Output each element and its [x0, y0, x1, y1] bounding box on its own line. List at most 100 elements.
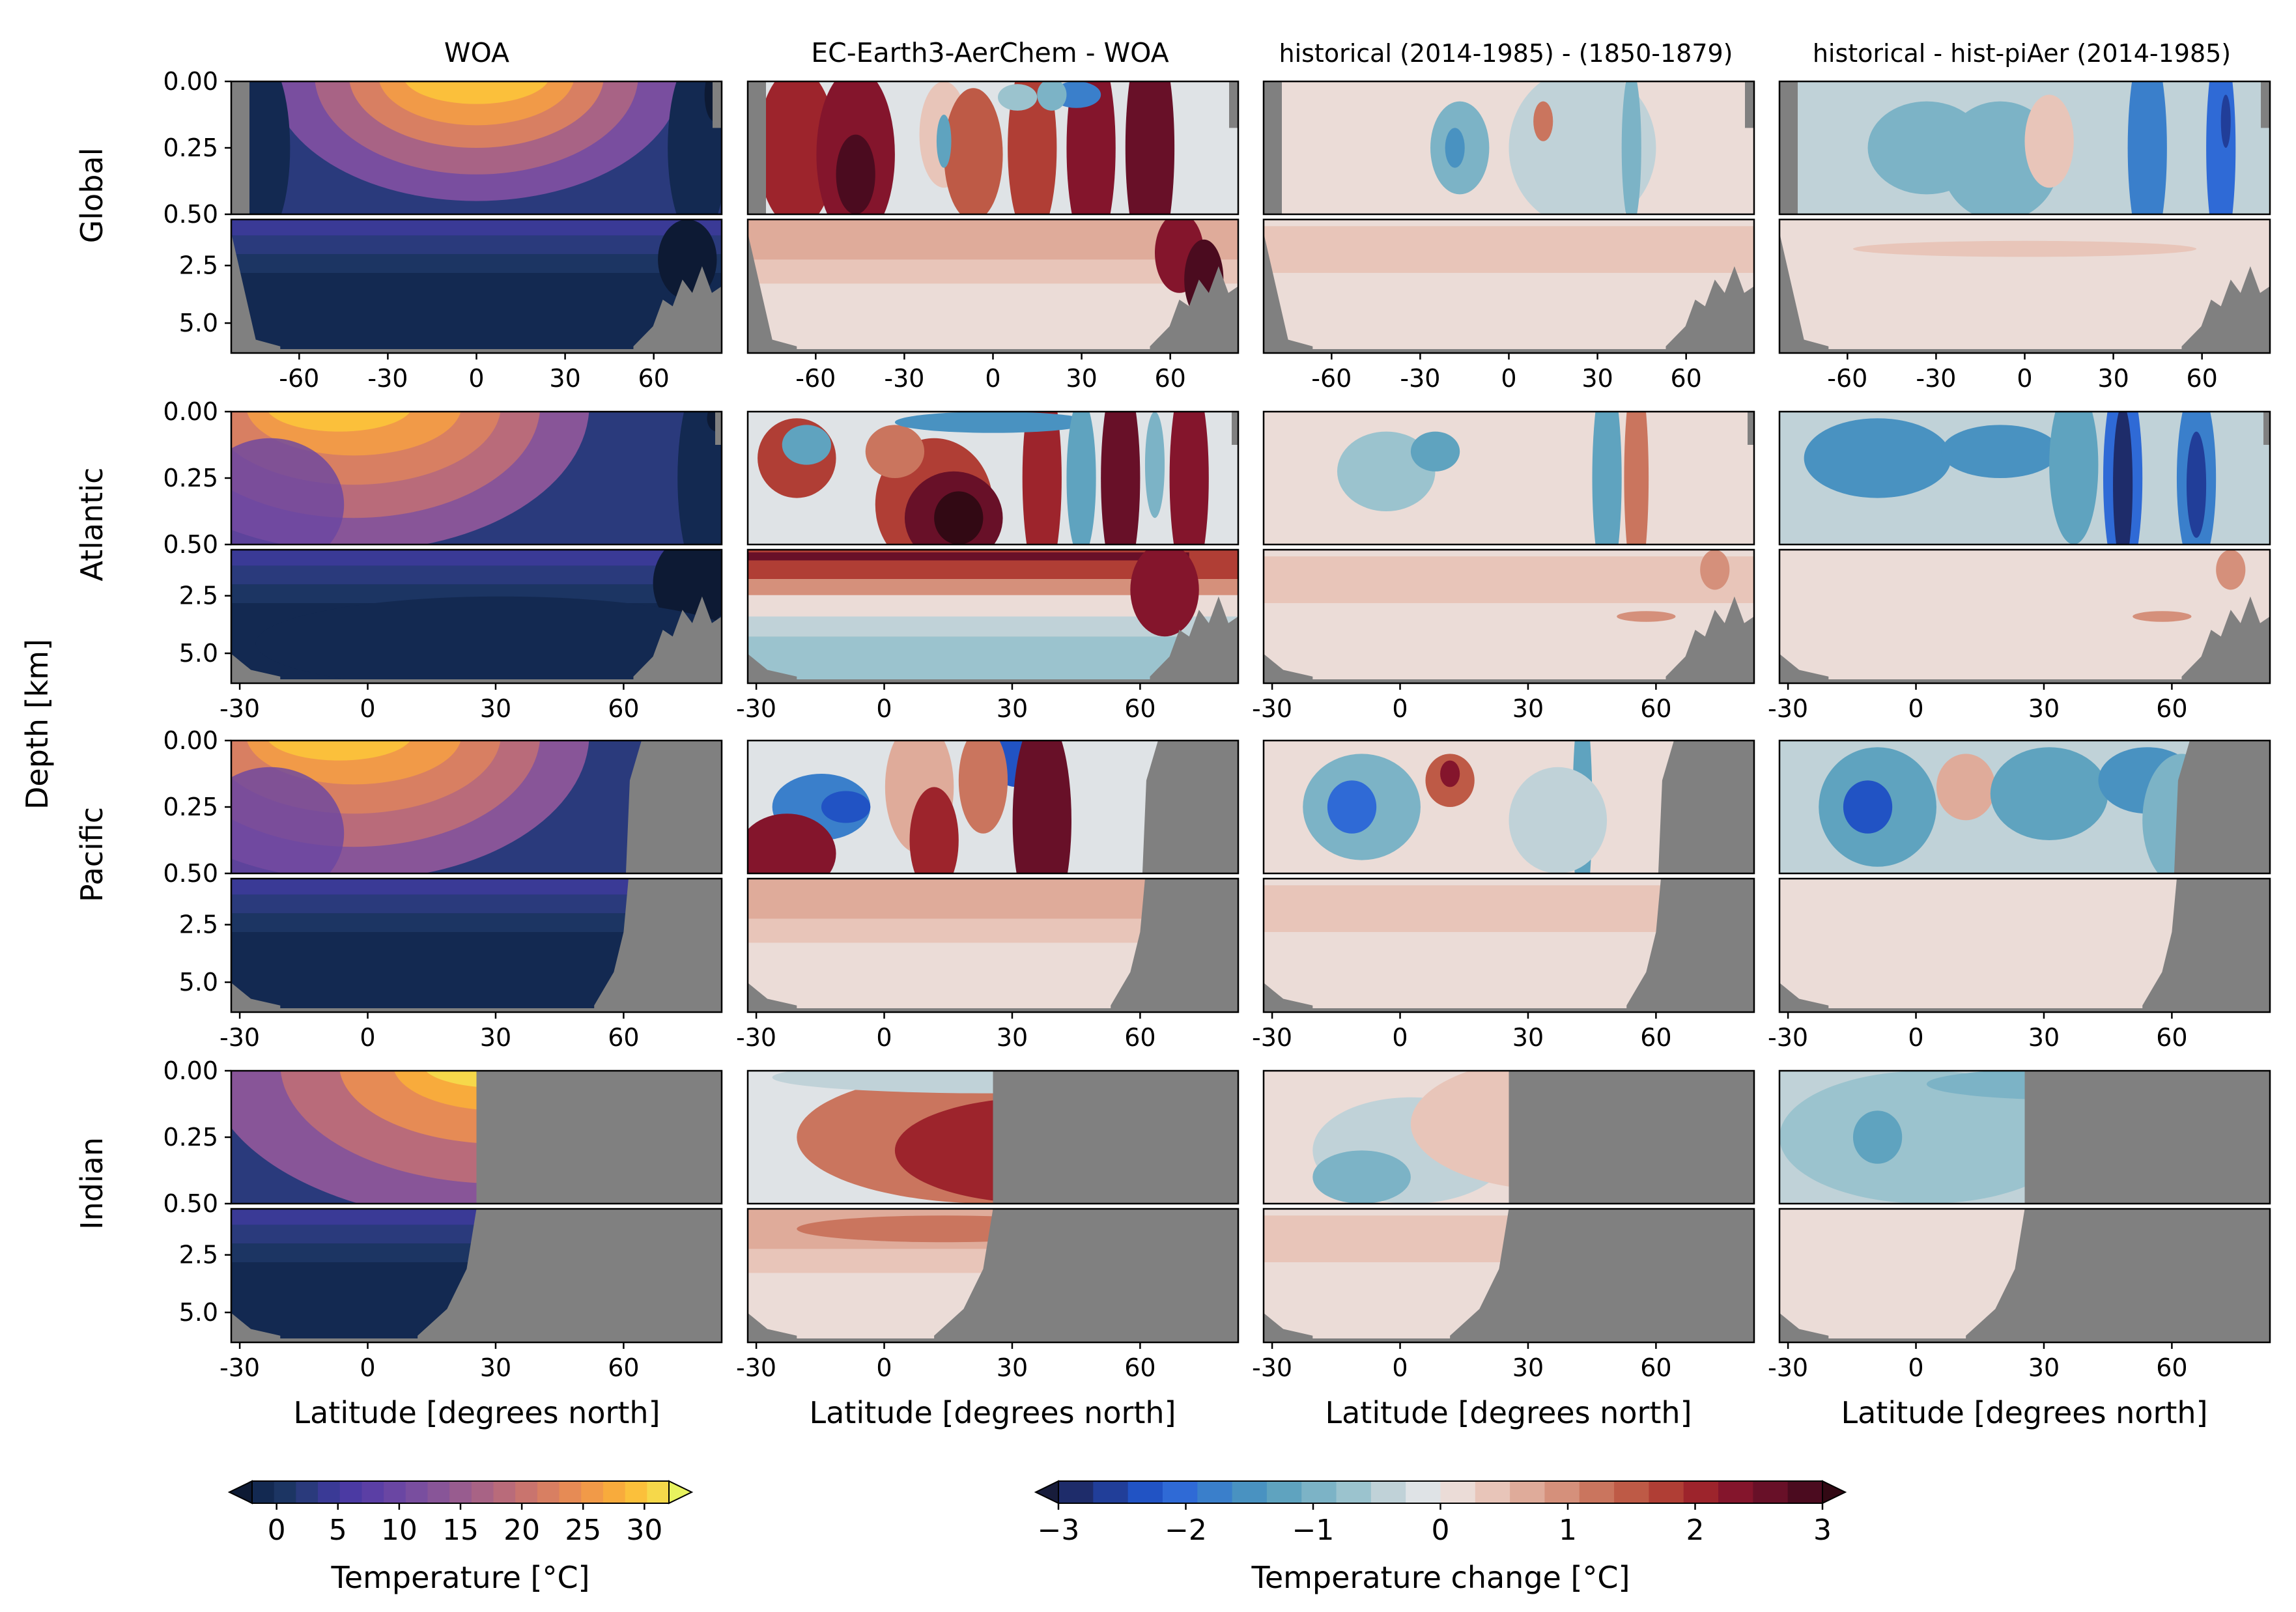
panel-frame [1778, 1069, 2271, 1205]
x-tick-label: -30 [1916, 364, 1956, 393]
temperature-change-colorbar-swatch [1544, 1481, 1580, 1503]
x-tick-label: 0 [2017, 364, 2032, 393]
x-tick-label: 0 [1392, 1023, 1408, 1052]
panel-frame [1778, 739, 2271, 875]
temperature-change-colorbar-swatch [1058, 1481, 1094, 1503]
x-tick-label: 30 [480, 1353, 511, 1382]
panel-global-historical-change-lower [1264, 219, 1754, 353]
panel-atlantic-woa-upper [231, 412, 722, 544]
panel-frame [1778, 877, 2271, 1013]
temperature-change-colorbar-swatch [1683, 1481, 1719, 1503]
x-tick-label: -60 [795, 364, 836, 393]
x-tick-label: -30 [884, 364, 924, 393]
panel-frame [746, 410, 1240, 546]
panel-pacific-historical-change-lower [1264, 879, 1754, 1012]
panel-frame [1262, 877, 1755, 1013]
x-tick-label: 60 [1124, 1353, 1155, 1382]
temperature-colorbar-tick-label: 25 [565, 1514, 601, 1547]
panel-grid: -60 -30 0 30 60 0.00 0.25 0.50 2.5 5.0 -60 -30 0 30 60… [163, 67, 2271, 1382]
temperature-colorbar-tick-label: 0 [268, 1514, 286, 1547]
y-tick-label: 0.25 [163, 134, 218, 162]
panel-frame [1262, 548, 1755, 685]
panel-frame [230, 548, 723, 685]
y-tick-label: 2.5 [179, 911, 218, 939]
x-tick-label: 30 [1512, 1353, 1544, 1382]
x-tick-label: 30 [480, 1023, 511, 1052]
panel-pacific-woa-lower [231, 879, 722, 1012]
temperature-colorbar-swatch [449, 1481, 472, 1503]
panel-indian-historical-change-upper [1264, 1071, 1754, 1204]
panel-pacific-bias-upper [748, 741, 1238, 873]
panel-pacific-aerosol-effect-lower [1779, 879, 2270, 1012]
temperature-change-colorbar-extend-max [1822, 1480, 1847, 1505]
temperature-change-colorbar-swatch [1197, 1481, 1233, 1503]
x-tick-label: -60 [279, 364, 319, 393]
panel-pacific-woa-upper [231, 741, 722, 873]
x-tick-label: 30 [997, 694, 1028, 723]
temperature-colorbar: 0 5 10 15 20 25 30 [227, 1480, 694, 1547]
temperature-colorbar-swatch [537, 1481, 560, 1503]
temperature-colorbar-swatch [318, 1481, 341, 1503]
row-labels: Global Atlantic Pacific Indian [74, 148, 109, 1230]
temperature-change-colorbar-tick-label: −2 [1165, 1514, 1207, 1547]
x-tick-label: 30 [997, 1353, 1028, 1382]
temperature-colorbar-tick-label: 20 [503, 1514, 540, 1547]
x-tick-label: 30 [2028, 1353, 2060, 1382]
x-tick-label: 0 [1501, 364, 1516, 393]
panel-atlantic-bias-upper [748, 412, 1238, 544]
panel-atlantic-bias-lower [748, 550, 1238, 683]
temperature-change-colorbar-swatch [1301, 1481, 1337, 1503]
panel-atlantic-aerosol-effect-upper [1779, 412, 2270, 544]
panel-indian-historical-change-lower [1264, 1209, 1754, 1342]
y-tick-label: 5.0 [179, 639, 218, 668]
x-axis-label-aerosol-effect: Latitude [degrees north] [1841, 1395, 2207, 1430]
temperature-change-colorbar-extend-min [1034, 1480, 1059, 1505]
temperature-colorbar-swatch [647, 1481, 670, 1503]
temperature-colorbar-swatch [515, 1481, 538, 1503]
temperature-change-colorbar-swatch [1406, 1481, 1441, 1503]
column-title-historical-change: historical (2014-1985) - (1850-1879) [1279, 39, 1733, 68]
panel-indian-aerosol-effect-upper [1779, 1071, 2270, 1204]
temperature-change-colorbar-swatch [1718, 1481, 1754, 1503]
x-tick-label: -60 [1827, 364, 1867, 393]
y-tick-label: 0.00 [163, 1056, 218, 1085]
panel-indian-aerosol-effect-lower [1779, 1209, 2270, 1342]
panel-frame [746, 1208, 1240, 1344]
temperature-change-colorbar-swatch [1266, 1481, 1303, 1503]
y-tick-label: 0.50 [163, 1189, 218, 1218]
panel-pacific-bias-lower [748, 879, 1238, 1012]
x-tick-label: -30 [220, 694, 260, 723]
y-tick-label: 0.50 [163, 200, 218, 229]
temperature-colorbar-tick-label: 15 [442, 1514, 479, 1547]
panel-frame [1778, 80, 2271, 216]
x-tick-label: 0 [468, 364, 484, 393]
panel-frame [746, 80, 1240, 216]
temperature-change-colorbar-tick-label: 0 [1432, 1514, 1450, 1547]
temperature-change-colorbar: −3 −2 −1 0 1 2 3 [1034, 1480, 1847, 1547]
x-tick-label: 0 [876, 1353, 892, 1382]
temperature-colorbar-swatch [405, 1481, 429, 1503]
temperature-colorbar-swatch [602, 1481, 626, 1503]
x-tick-label: -30 [1252, 1023, 1292, 1052]
temperature-change-colorbar-swatch [1649, 1481, 1684, 1503]
y-tick-label: 0.25 [163, 1123, 218, 1152]
temperature-colorbar-swatch [361, 1481, 384, 1503]
panel-atlantic-historical-change-upper [1264, 412, 1754, 544]
panel-pacific-aerosol-effect-upper [1779, 741, 2270, 873]
row-label-indian: Indian [74, 1137, 109, 1230]
panel-frame [1262, 410, 1755, 546]
x-tick-label: 60 [1124, 694, 1155, 723]
panel-frame [1262, 739, 1755, 875]
x-tick-label: 0 [1908, 1023, 1923, 1052]
y-tick-label: 5.0 [179, 1298, 218, 1327]
temperature-change-colorbar-tick-label: 3 [1813, 1514, 1832, 1547]
column-title-woa: WOA [444, 37, 509, 68]
temperature-colorbar-swatch [625, 1481, 648, 1503]
x-tick-label: 60 [2156, 694, 2187, 723]
y-tick-label: 5.0 [179, 309, 218, 337]
temperature-colorbar-extend-min [227, 1480, 253, 1505]
panel-frame [1778, 548, 2271, 685]
panel-atlantic-aerosol-effect-lower [1779, 550, 2270, 683]
x-tick-label: 0 [1392, 1353, 1408, 1382]
x-axis-label-woa: Latitude [degrees north] [293, 1395, 660, 1430]
